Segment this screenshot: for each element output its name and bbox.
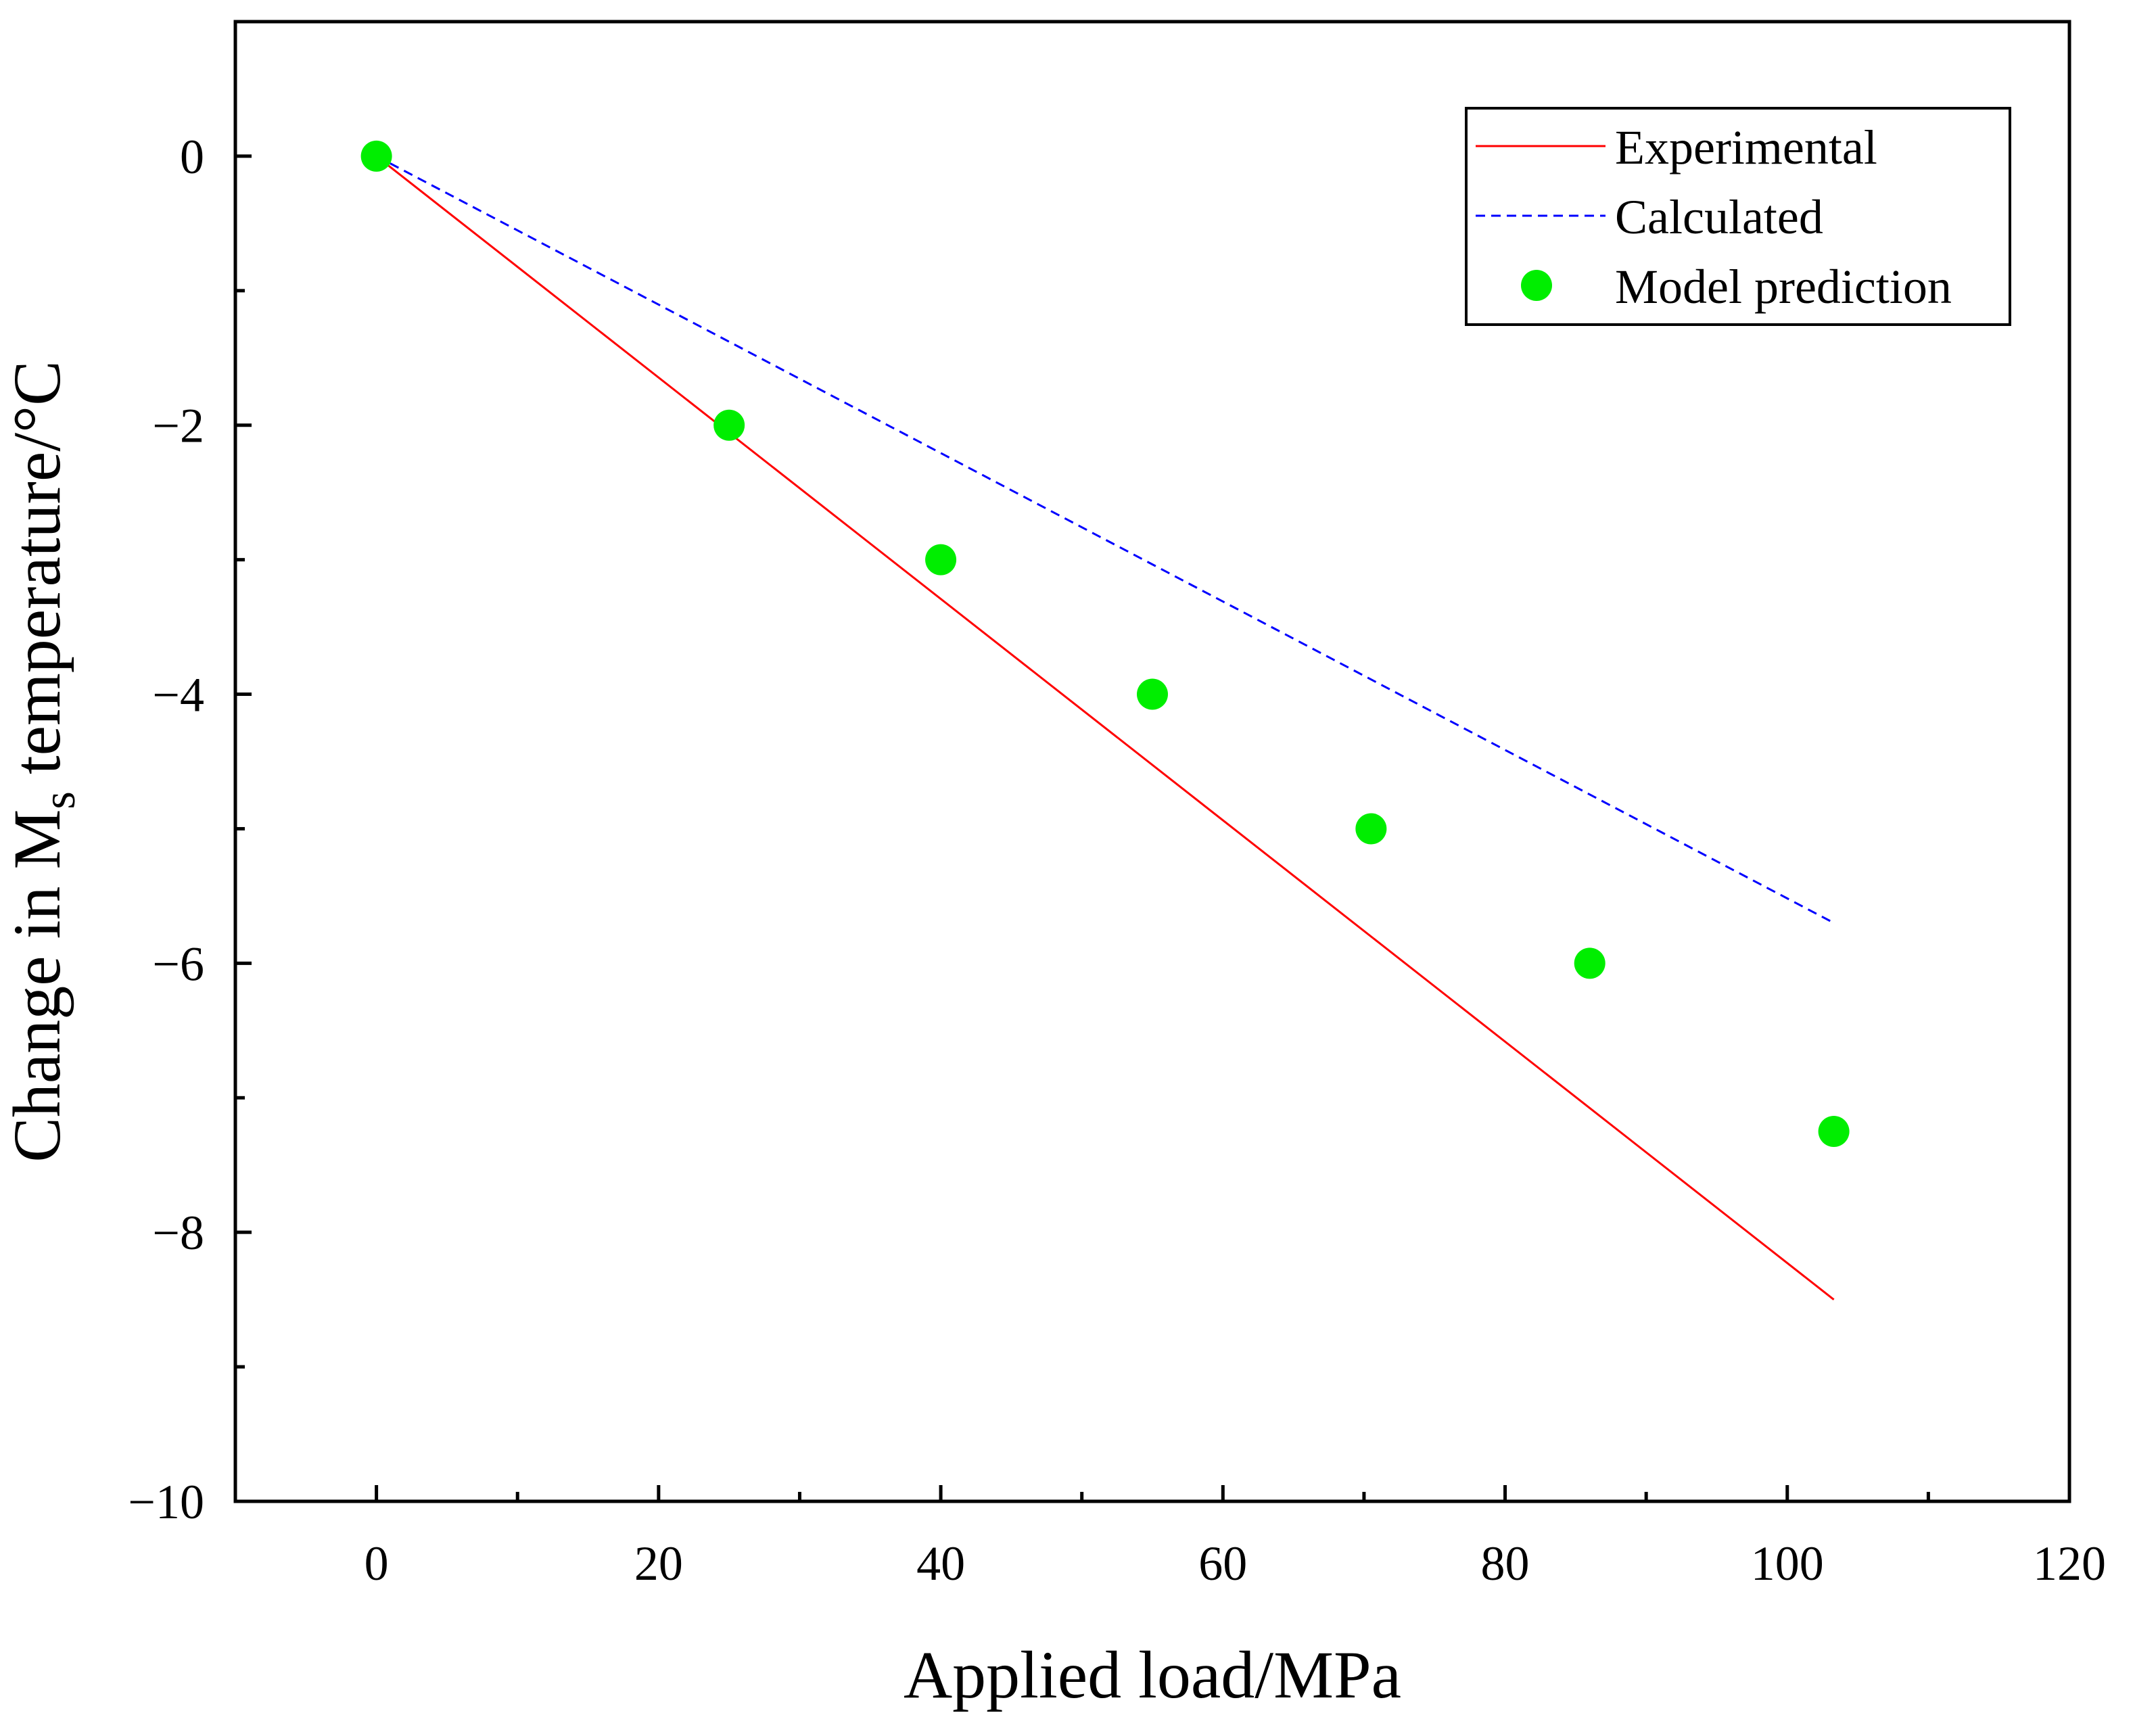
y-tick-label: −6 — [152, 937, 204, 991]
legend: Experimental Calculated Model prediction — [1465, 107, 2011, 326]
series-line-experimental — [375, 155, 1835, 1300]
y-tick-label: −10 — [128, 1475, 204, 1529]
x-tick-label: 0 — [365, 1536, 389, 1591]
series-line-calculated — [375, 155, 1835, 924]
x-tick-label: 100 — [1751, 1536, 1824, 1591]
x-tick-label: 80 — [1481, 1536, 1530, 1591]
x-axis-title: Applied load/MPa — [904, 1637, 1401, 1712]
x-tick-label: 40 — [916, 1536, 965, 1591]
y-tick-label: −2 — [152, 399, 204, 453]
legend-swatch-model-prediction — [1521, 270, 1552, 301]
y-tick-label: −4 — [152, 668, 204, 722]
plot-frame — [233, 20, 2071, 1503]
x-tick-label: 20 — [634, 1536, 683, 1591]
data-point — [1574, 947, 1605, 979]
data-point — [1355, 813, 1387, 845]
x-tick-label: 120 — [2033, 1536, 2106, 1591]
legend-label-calculated: Calculated — [1615, 190, 1823, 244]
x-tick-label: 60 — [1198, 1536, 1247, 1591]
data-point — [1137, 678, 1168, 710]
data-point — [360, 140, 392, 172]
y-tick-label: −8 — [152, 1206, 204, 1260]
y-axis-title: Change in Ms temperature/°C — [0, 360, 85, 1163]
y-axis-title-prefix: Change in M — [0, 810, 74, 1163]
y-axis-title-suffix: temperature/°C — [0, 360, 74, 791]
data-point — [713, 409, 745, 441]
legend-label-model-prediction: Model prediction — [1615, 260, 1952, 314]
legend-label-experimental: Experimental — [1615, 120, 1877, 174]
y-tick-label: 0 — [180, 130, 204, 184]
y-axis-title-subscript: s — [33, 791, 85, 809]
data-point — [1818, 1116, 1850, 1147]
data-point — [925, 544, 957, 576]
